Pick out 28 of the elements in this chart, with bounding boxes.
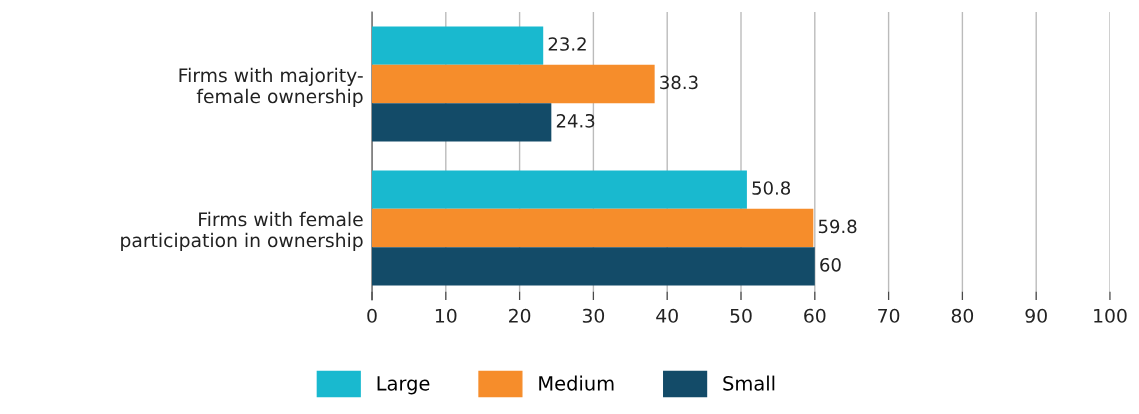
y-tick-label: Firms with majority- female ownership	[179, 67, 363, 107]
bar	[372, 208, 814, 248]
x-tick-label: 10	[435, 308, 457, 323]
bar	[372, 64, 655, 104]
data-label: 38.3	[660, 75, 698, 90]
x-tick-label: 60	[804, 308, 826, 323]
y-tick-label: Firms with female participation in ownership	[121, 211, 363, 251]
legend-label: Small	[723, 375, 775, 391]
x-tick-label: 40	[656, 308, 678, 323]
x-tick-label: 50	[730, 308, 752, 323]
data-label: 60	[820, 257, 841, 272]
x-tick-label: 20	[509, 308, 531, 323]
x-tick-label: 0	[367, 308, 377, 323]
bar	[372, 103, 552, 142]
legend-label: Medium	[539, 375, 614, 391]
data-label: 24.3	[556, 113, 595, 128]
data-label: 23.2	[548, 37, 586, 51]
data-label: 59.8	[818, 219, 857, 234]
x-tick-label: 30	[582, 308, 605, 323]
bar	[372, 170, 747, 209]
x-tick-label: 70	[878, 308, 900, 323]
x-tick-label: 80	[951, 308, 974, 323]
legend-label: Large	[377, 376, 430, 395]
x-tick-label: 90	[1025, 308, 1047, 323]
bar	[372, 247, 815, 286]
x-tick-label: 100	[1094, 308, 1127, 323]
bar	[372, 26, 544, 65]
data-label: 50.8	[752, 181, 791, 195]
